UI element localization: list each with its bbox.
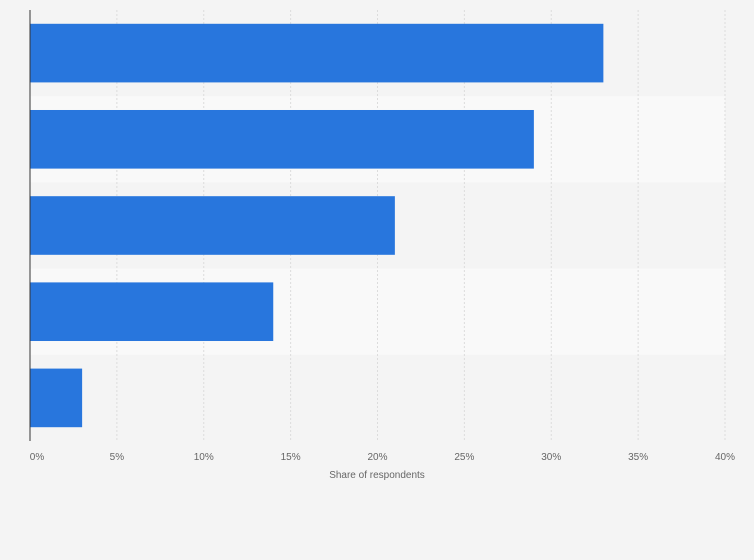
x-tick-label: 0% (30, 452, 45, 463)
bar[interactable] (30, 368, 83, 428)
bar[interactable] (30, 23, 604, 83)
x-tick-label: 25% (454, 452, 474, 463)
bar[interactable] (30, 109, 534, 169)
x-tick-label: 20% (367, 452, 387, 463)
x-tick-label: 10% (194, 452, 214, 463)
x-tick-label: 40% (715, 452, 735, 463)
x-axis-title: Share of respondents (329, 470, 425, 481)
bar[interactable] (30, 196, 395, 255)
bar[interactable] (30, 282, 274, 342)
x-tick-label: 15% (281, 452, 301, 463)
x-axis-ticks: 0% 5% 10% 15% 20% 25% 30% 35% 40% (30, 452, 735, 463)
x-tick-label: 30% (541, 452, 561, 463)
x-tick-label: 35% (628, 452, 648, 463)
bars (30, 23, 604, 428)
x-tick-label: 5% (110, 452, 125, 463)
